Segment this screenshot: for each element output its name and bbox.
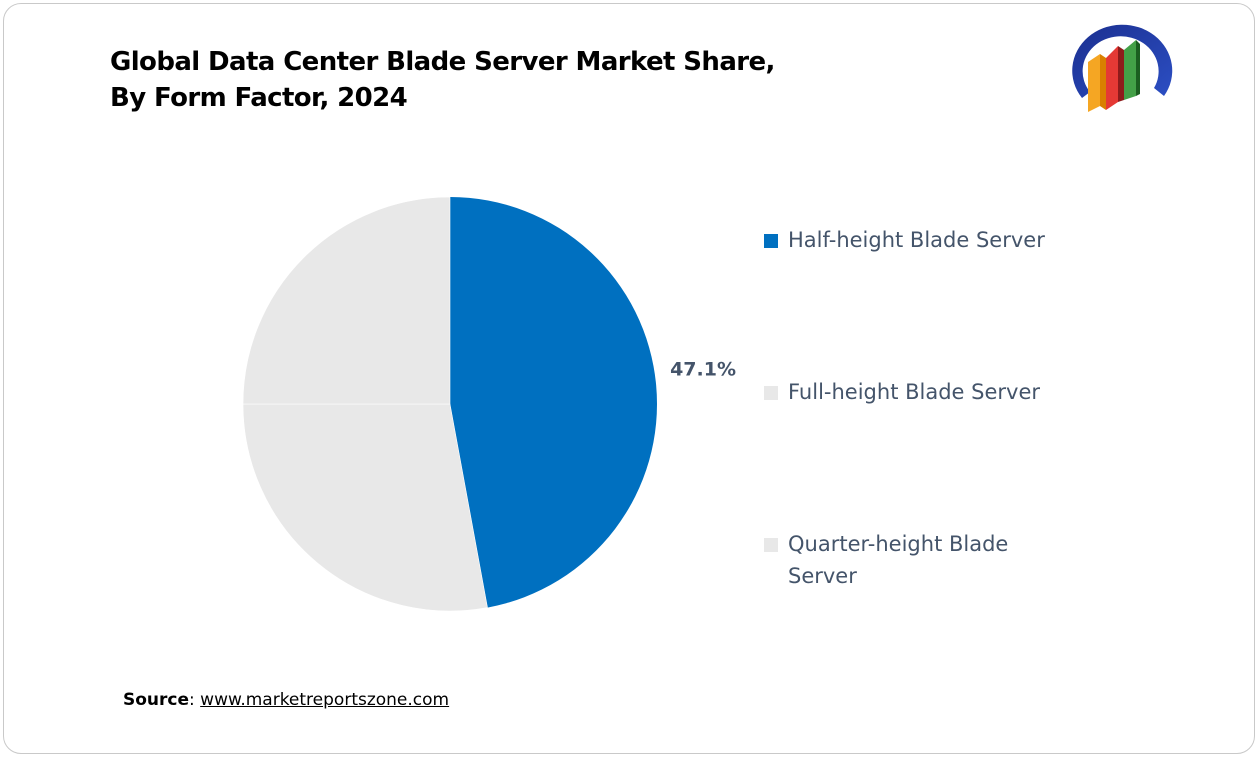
source-note: Source: www.marketreportszone.com (123, 690, 449, 710)
chart-title-line-1: Global Data Center Blade Server Market S… (110, 47, 775, 77)
legend-label-full-height: Full-height Blade Server (788, 380, 1040, 404)
legend-swatch-half-height (764, 234, 778, 248)
source-separator: : (189, 690, 201, 710)
legend-swatch-quarter-height (764, 538, 778, 552)
legend-item-full-height: Full-height Blade Server (764, 376, 1048, 408)
pie-slice-quarter-height (242, 196, 451, 405)
legend-swatch-full-height (764, 386, 778, 400)
chart-title: Global Data Center Blade Server Market S… (110, 44, 930, 116)
market-reports-zone-logo-icon (1072, 24, 1173, 112)
pie-slice-half-height (450, 197, 658, 608)
legend-item-half-height: Half-height Blade Server (764, 224, 1048, 256)
pie-slice-full-height (242, 403, 488, 612)
data-label-half-height: 47.1% (670, 358, 736, 380)
source-link[interactable]: www.marketreportszone.com (200, 690, 450, 710)
legend-label-half-height: Half-height Blade Server (788, 228, 1045, 252)
chart-title-line-2: By Form Factor, 2024 (110, 83, 408, 113)
legend-item-quarter-height: Quarter-height Blade Server (764, 528, 1038, 592)
legend-label-quarter-height: Quarter-height Blade Server (788, 532, 1009, 588)
source-label: Source (123, 690, 190, 710)
